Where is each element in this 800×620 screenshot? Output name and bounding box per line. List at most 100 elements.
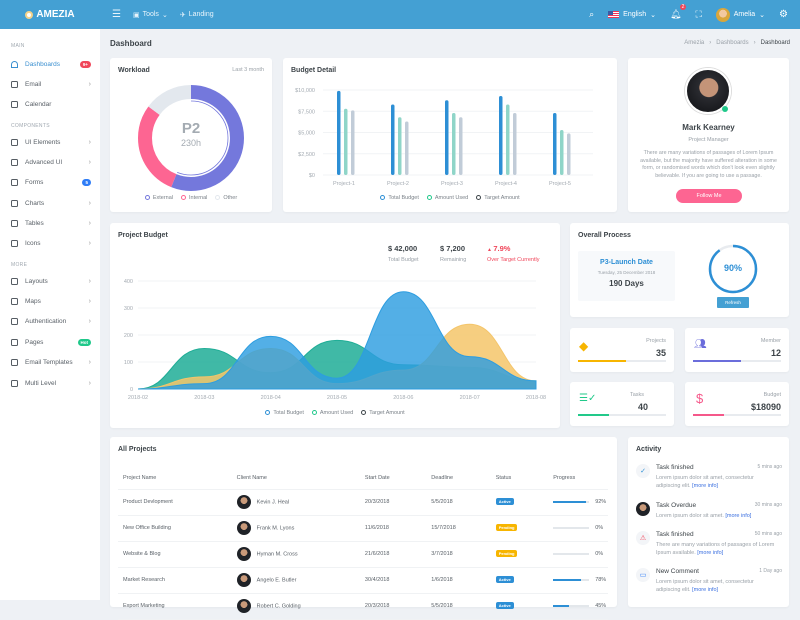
table-row[interactable]: Market Research Angelo E. Butler 30/4/2018…: [118, 567, 608, 594]
bar-target-amount[interactable]: [513, 112, 517, 175]
comment-icon: ▭: [636, 568, 650, 582]
bar-amount-used[interactable]: [506, 104, 510, 175]
more-info-link[interactable]: [more info]: [697, 550, 724, 556]
sidebar-item-email[interactable]: Email ›: [11, 77, 91, 91]
follow-button[interactable]: Follow Me: [676, 189, 742, 203]
top-bar: AMEZIA ☰ ▣ Tools ⌄ ✈ Landing ⌕ English ⌄ 🔔︎ 2…: [0, 0, 800, 29]
column-header[interactable]: Client Name: [231, 467, 360, 490]
legend-item[interactable]: Total Budget: [380, 195, 419, 201]
sidebar-item-forms[interactable]: Forms 5: [11, 175, 91, 189]
table-row[interactable]: New Office Building Frank M. Lyons 11/6/20…: [118, 515, 608, 542]
bar-total-budget[interactable]: [553, 112, 557, 175]
client-cell: Kevin J. Heal: [231, 489, 360, 516]
bar-amount-used[interactable]: [344, 108, 348, 175]
charts-icon: [11, 199, 18, 207]
legend-item[interactable]: Total Budget: [265, 410, 304, 416]
table-row[interactable]: Product Devlopment Kevin J. Heal 20/3/2018…: [118, 489, 608, 516]
card-title: Activity: [636, 446, 662, 453]
activity-time: 1 Day ago: [759, 568, 782, 574]
bar-amount-used[interactable]: [398, 117, 402, 175]
more-info-link[interactable]: [more info]: [692, 587, 719, 593]
y-tick-label: $2,500: [298, 152, 315, 158]
sidebar-section-label: COMPONENTS: [11, 123, 50, 129]
x-tick-label: Project-2: [387, 181, 409, 187]
landing-label: Landing: [188, 11, 214, 18]
area-total-budget[interactable]: [137, 291, 537, 390]
user-menu[interactable]: Amelia ⌄: [715, 7, 765, 22]
donut-slice-internal[interactable]: [138, 85, 244, 191]
column-header[interactable]: Project Name: [118, 467, 232, 490]
language-label: English: [623, 11, 647, 18]
deadline: 15/7/2018: [426, 515, 491, 542]
search-icon[interactable]: ⌕: [589, 9, 595, 19]
breadcrumb-item[interactable]: Amezia: [684, 40, 705, 46]
legend-item[interactable]: Amount Used: [426, 195, 468, 201]
legend-item[interactable]: Amount Used: [311, 410, 353, 416]
progress-percent: 90%: [723, 263, 742, 273]
sidebar-item-calendar[interactable]: Calendar: [11, 97, 91, 111]
bar-total-budget[interactable]: [445, 100, 449, 175]
bar-target-amount[interactable]: [405, 121, 409, 175]
card-title: All Projects: [118, 446, 157, 453]
online-status-dot: [722, 106, 728, 112]
card-title: Workload: [118, 67, 150, 74]
column-header[interactable]: Status: [490, 467, 549, 490]
language-select[interactable]: English ⌄: [608, 11, 656, 19]
table-row[interactable]: Export Marketing Robert C. Golding 20/3/20…: [118, 593, 608, 620]
bar-total-budget[interactable]: [337, 90, 341, 175]
sidebar-item-layouts[interactable]: Layouts ›: [11, 274, 91, 288]
legend-item[interactable]: External: [144, 195, 174, 201]
table-row[interactable]: Website & Blog Hyman M. Cross 21/6/2018 3/7…: [118, 541, 608, 568]
sidebar-item-email-templates[interactable]: Email Templates ›: [11, 355, 91, 369]
gear-icon[interactable]: ⚙: [779, 9, 788, 20]
sidebar-item-tables[interactable]: Tables ›: [11, 216, 91, 230]
sidebar-item-charts[interactable]: Charts ›: [11, 196, 91, 210]
sidebar-item-authentication[interactable]: Authentication ›: [11, 314, 91, 328]
legend-item[interactable]: Target Amount: [361, 410, 405, 416]
bar-target-amount[interactable]: [459, 117, 463, 175]
sidebar-item-dashboards[interactable]: Dashboards 9+: [11, 57, 91, 71]
fullscreen-icon[interactable]: ⛶: [695, 9, 702, 19]
landing-link[interactable]: ✈ Landing: [180, 11, 214, 19]
legend-item[interactable]: Target Amount: [476, 195, 520, 201]
column-header[interactable]: Start Date: [359, 467, 427, 490]
sidebar-item-multi-level[interactable]: Multi Level ›: [11, 376, 91, 390]
all-projects-card: All Projects Project Name Client Name Star…: [110, 437, 617, 620]
tools-menu[interactable]: ▣ Tools ⌄: [133, 11, 168, 19]
donut-slice-other[interactable]: [138, 85, 244, 191]
breadcrumb: Amezia › Dashboards › Dashboard: [684, 40, 790, 46]
bar-target-amount[interactable]: [567, 133, 571, 175]
column-header[interactable]: Progress: [548, 467, 608, 490]
brand-logo[interactable]: AMEZIA: [0, 9, 100, 20]
more-info-link[interactable]: [more info]: [725, 513, 752, 519]
more-info-link[interactable]: [more info]: [692, 483, 719, 489]
sidebar: MAIN COMPONENTS MORE Dashboards 9+ Email › Cale…: [0, 29, 100, 600]
sidebar-item-pages[interactable]: Pages Hot: [11, 335, 91, 349]
sidebar-item-label: Dashboards: [25, 60, 61, 68]
sidebar-item-advanced-ui[interactable]: Advanced UI ›: [11, 155, 91, 169]
bar-amount-used[interactable]: [560, 129, 564, 175]
tools-icon: ▣: [132, 11, 140, 19]
menu-toggle-icon[interactable]: ☰: [112, 9, 121, 20]
profile-role: Project Manager: [688, 137, 729, 143]
legend-item[interactable]: Other: [215, 195, 237, 201]
column-header[interactable]: Deadline: [426, 467, 491, 490]
y-tick-label: 0: [130, 387, 133, 393]
bar-target-amount[interactable]: [351, 110, 355, 175]
bar-total-budget[interactable]: [499, 95, 503, 175]
notifications-button[interactable]: 🔔︎ 2: [670, 4, 687, 20]
project-name: Website & Blog: [118, 541, 232, 568]
refresh-button[interactable]: Refresh: [717, 297, 749, 308]
sidebar-item-maps[interactable]: Maps ›: [11, 294, 91, 308]
legend-label: Total Budget: [273, 410, 304, 416]
bar-amount-used[interactable]: [452, 112, 456, 175]
sidebar-item-ui-elements[interactable]: UI Elements ›: [11, 135, 91, 149]
sidebar-item-icons[interactable]: Icons ›: [11, 236, 91, 250]
breadcrumb-item[interactable]: Dashboards: [716, 40, 749, 46]
deadline: 1/6/2018: [426, 567, 491, 594]
activity-text: Lorem ipsum dolor sit amet, consectetur …: [656, 579, 754, 593]
bar-total-budget[interactable]: [391, 104, 395, 175]
chevron-down-icon: ⌄: [650, 11, 656, 19]
legend-label: External: [152, 195, 174, 201]
legend-item[interactable]: Internal: [181, 195, 207, 201]
